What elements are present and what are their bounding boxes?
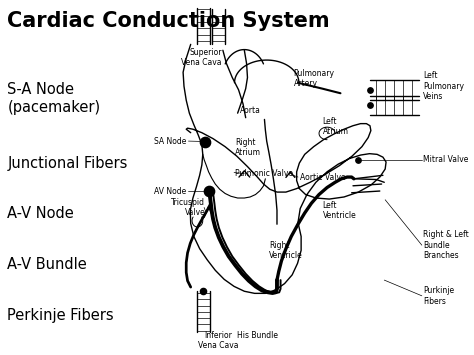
Text: His Bundle: His Bundle: [237, 331, 278, 340]
Point: [201, 139, 209, 145]
Text: Purkinje
Fibers: Purkinje Fibers: [423, 286, 454, 306]
Point: [366, 103, 374, 108]
Text: AV Node: AV Node: [154, 186, 186, 196]
Text: Right
Ventricle: Right Ventricle: [269, 241, 303, 260]
Point: [200, 288, 207, 294]
Text: Left
Atrium: Left Atrium: [323, 117, 348, 136]
Text: Superior
Vena Cava: Superior Vena Cava: [182, 48, 222, 67]
Text: Aorta: Aorta: [240, 106, 261, 115]
Text: Right
Atrium: Right Atrium: [236, 138, 261, 157]
Text: Pulmonary
Artery: Pulmonary Artery: [293, 69, 335, 88]
Point: [366, 87, 374, 93]
Point: [205, 188, 213, 194]
Text: S-A Node
(pacemaker): S-A Node (pacemaker): [8, 82, 100, 115]
Text: Mitral Valve: Mitral Valve: [423, 155, 468, 164]
Text: Left
Pulmonary
Veins: Left Pulmonary Veins: [423, 71, 464, 101]
Text: Cardiac Conduction System: Cardiac Conduction System: [8, 11, 330, 31]
Text: Right & Left
Bundle
Branches: Right & Left Bundle Branches: [423, 230, 469, 260]
Point: [355, 157, 362, 163]
Text: Inferior
Vena Cava: Inferior Vena Cava: [198, 331, 239, 350]
Text: Pulmonic Valve: Pulmonic Valve: [236, 169, 293, 178]
Text: A-V Node: A-V Node: [8, 206, 74, 221]
Text: Perkinje Fibers: Perkinje Fibers: [8, 307, 114, 322]
Text: SA Node: SA Node: [154, 137, 186, 146]
Text: A-V Bundle: A-V Bundle: [8, 257, 87, 272]
Text: Tricuspid
Valve: Tricuspid Valve: [172, 198, 205, 217]
Text: Aortic Valve: Aortic Valve: [300, 173, 346, 181]
Text: Left
Ventricle: Left Ventricle: [323, 201, 356, 220]
Text: Junctional Fibers: Junctional Fibers: [8, 155, 128, 171]
